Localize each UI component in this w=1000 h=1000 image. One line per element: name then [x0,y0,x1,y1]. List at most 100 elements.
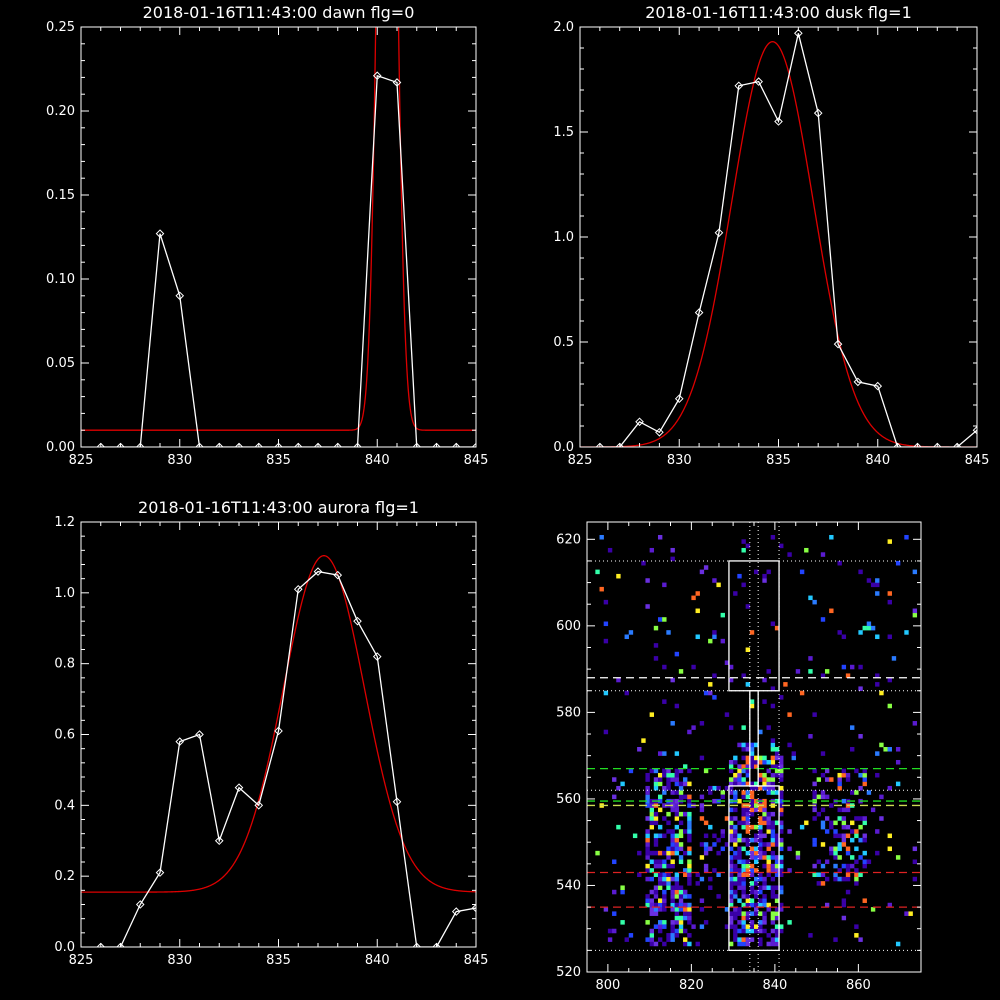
heatmap-cell [670,885,675,890]
heatmap-cell [791,755,796,761]
heatmap-cell [649,876,655,882]
data-point [972,425,977,435]
heatmap-cell [678,859,684,865]
heatmap-cell [850,863,855,869]
heatmap-cell [779,846,784,852]
y-tick-label: 0.00 [46,440,75,455]
heatmap-cell [683,915,688,921]
heatmap-cell [741,889,746,895]
heatmap-cell [749,911,755,916]
heatmap-cell [612,928,617,934]
x-tick-label: 860 [846,978,871,993]
heatmap-cell [612,889,617,895]
heatmap-cell [645,846,650,852]
heatmap-cell [741,846,746,852]
heatmap-cell [649,859,655,865]
heatmap-cell [829,824,834,830]
heatmap-cell [683,872,688,878]
heatmap-cell [820,842,826,847]
data-point [952,442,962,447]
heatmap-cell [854,868,859,873]
heatmap-cell [657,777,663,782]
heatmap-cell [745,807,751,813]
heatmap-cell [745,894,751,899]
heatmap-cell [720,612,725,618]
heatmap-cell [683,911,688,916]
heatmap-cell [695,872,700,878]
x-tick-label: 845 [464,453,489,468]
heatmap-cell [745,924,751,929]
heatmap-cell [733,911,738,916]
heatmap-cell [699,907,705,912]
heatmap-cell [841,842,847,847]
heatmap-cell [733,855,738,860]
heatmap-cell [766,872,771,878]
heatmap-cell [653,872,659,878]
heatmap-cell [754,868,759,873]
heatmap-cell [737,777,742,782]
fit-curve [81,554,476,893]
heatmap-cell [695,941,700,947]
heatmap-cell [733,915,738,921]
heatmap-cell [599,586,604,592]
heatmap-cell [653,924,659,929]
heatmap-cell [662,920,667,925]
heatmap-cell [854,872,859,878]
heatmap-cell [812,816,817,821]
heatmap-cell [657,534,663,540]
heatmap-cell [774,833,780,839]
y-tick-label: 540 [556,878,581,893]
heatmap-cell [649,824,655,830]
heatmap-cell [795,850,801,856]
heatmap-cell [703,842,709,847]
heatmap-cell [733,850,738,856]
data-point [655,427,664,437]
heatmap-cell [858,872,863,878]
heatmap-cell [645,937,650,942]
y-tick-label: 0.20 [46,104,75,119]
heatmap-cell [741,755,746,761]
heatmap-cell [666,881,671,886]
heatmap-cell [829,534,834,540]
heatmap-cell [687,902,692,908]
heatmap-cell [733,837,738,843]
heatmap-cell [674,842,680,847]
heatmap-cell [662,751,667,756]
heatmap-cell [891,656,897,661]
heatmap-cell [641,738,646,743]
heatmap-cell [607,937,613,942]
heatmap-cell [670,898,675,903]
heatmap-cell [770,842,776,847]
heatmap-cell [724,660,730,665]
heatmap-cell [845,673,851,678]
heatmap-cell [758,885,763,890]
heatmap-cell [833,863,838,869]
heatmap-cell [774,863,780,869]
heatmap-cell [653,643,659,648]
heatmap-cell [666,781,671,787]
heatmap-cell [683,781,688,787]
heatmap-cell [795,669,801,674]
heatmap-cell [703,690,709,696]
heatmap-cell [674,807,680,813]
heatmap-cell [687,872,692,878]
heatmap-cell [603,621,609,627]
heatmap-cell [758,824,763,830]
heatmap-cell [770,911,776,916]
heatmap-cell [653,863,659,869]
heatmap-cell [683,907,688,912]
heatmap-cell [833,937,838,942]
data-point [471,442,476,447]
heatmap-cell [774,751,780,756]
heatmap-cell [670,863,675,869]
x-tick-label: 840 [865,453,890,468]
heatmap-cell [858,686,863,691]
heatmap-cell [770,738,776,743]
heatmap-cell [837,781,842,787]
heatmap-cell [854,833,859,839]
heatmap-cell [875,850,880,856]
heatmap-cell [766,569,771,575]
heatmap-cell [762,759,767,765]
heatmap-cell [687,811,692,817]
heatmap-cell [779,837,784,843]
